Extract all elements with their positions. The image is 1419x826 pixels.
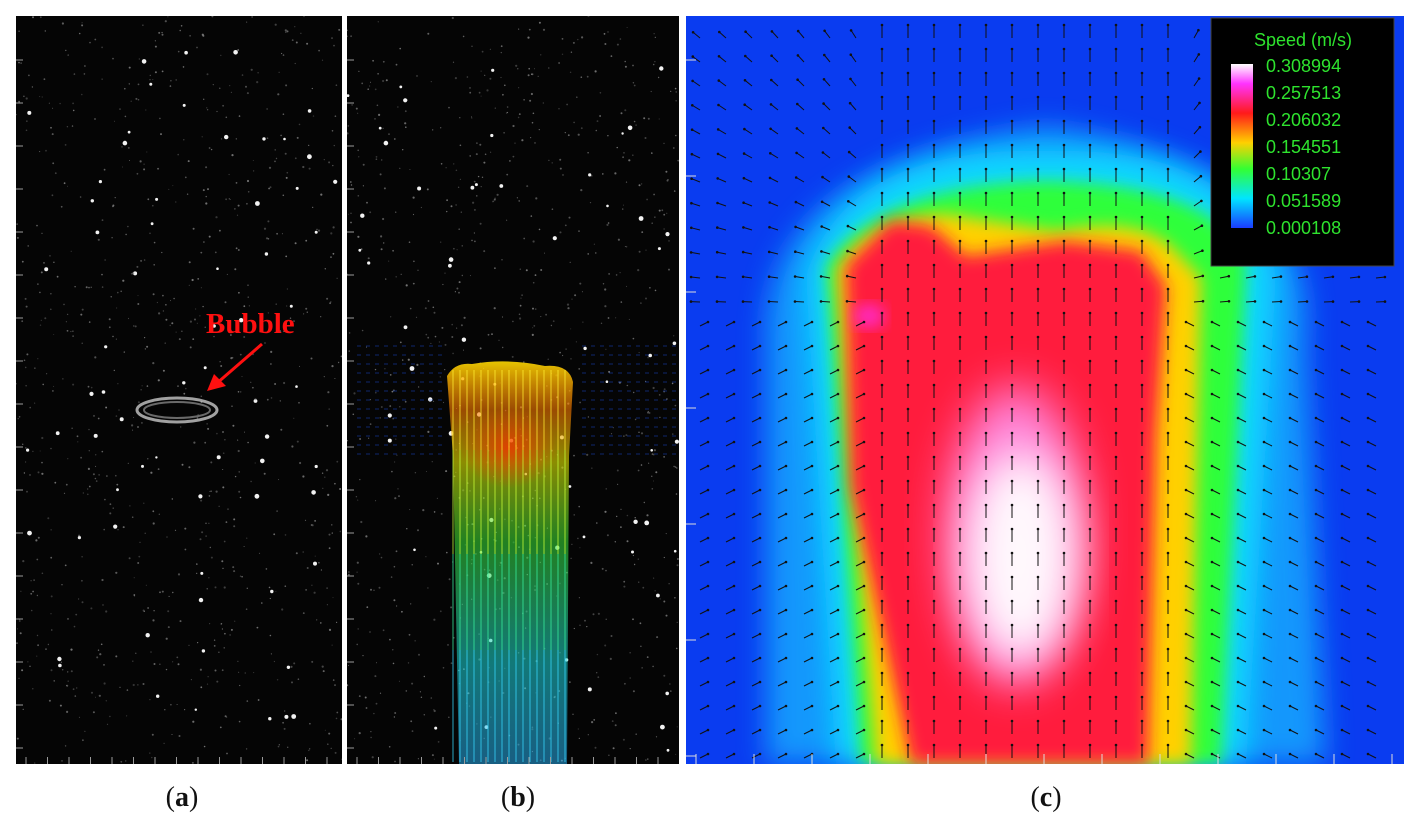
caption-c: (c) [1030,782,1062,813]
speed-field [765,126,1326,764]
panel-b-piv-vectors [347,16,679,764]
caption-a: (a) [165,782,199,813]
legend-value: 0.308994 [1266,56,1341,76]
particle-field [16,16,342,764]
legend-value: 0.10307 [1266,164,1331,184]
velocity-vectors [689,23,1387,759]
legend-values: 0.308994 0.257513 0.206032 0.154551 0.10307 0… [1266,56,1341,238]
legend-value: 0.206032 [1266,110,1341,130]
piv-vector-image [347,16,679,764]
axis-ticks [16,59,328,764]
ambient-velocity-vectors [357,345,676,455]
bubble-ring-inner [143,401,211,419]
bubble-ring [135,396,219,424]
legend-value: 0.257513 [1266,83,1341,103]
axis-ticks [347,59,659,764]
speed-contour-map: Speed (m/s) 0.308994 0.257513 0.206032 0.15… [686,16,1404,764]
legend-value: 0.000108 [1266,218,1341,238]
legend-value: 0.154551 [1266,137,1341,157]
particle-image-a: Bubble [16,16,342,764]
axis-ticks [686,59,1393,764]
color-legend: Speed (m/s) 0.308994 0.257513 0.206032 0.15… [1210,17,1395,267]
legend-title: Speed (m/s) [1254,30,1352,50]
panel-a-particle-image: Bubble [16,16,342,764]
plume-velocity-vectors [452,370,566,762]
bubble-label: Bubble [206,308,295,340]
panel-c-speed-contour: Speed (m/s) 0.308994 0.257513 0.206032 0.15… [686,16,1404,764]
legend-colorbar [1231,64,1253,228]
caption-b: (b) [500,782,536,813]
bubble-arrow [207,342,263,391]
legend-value: 0.051589 [1266,191,1341,211]
